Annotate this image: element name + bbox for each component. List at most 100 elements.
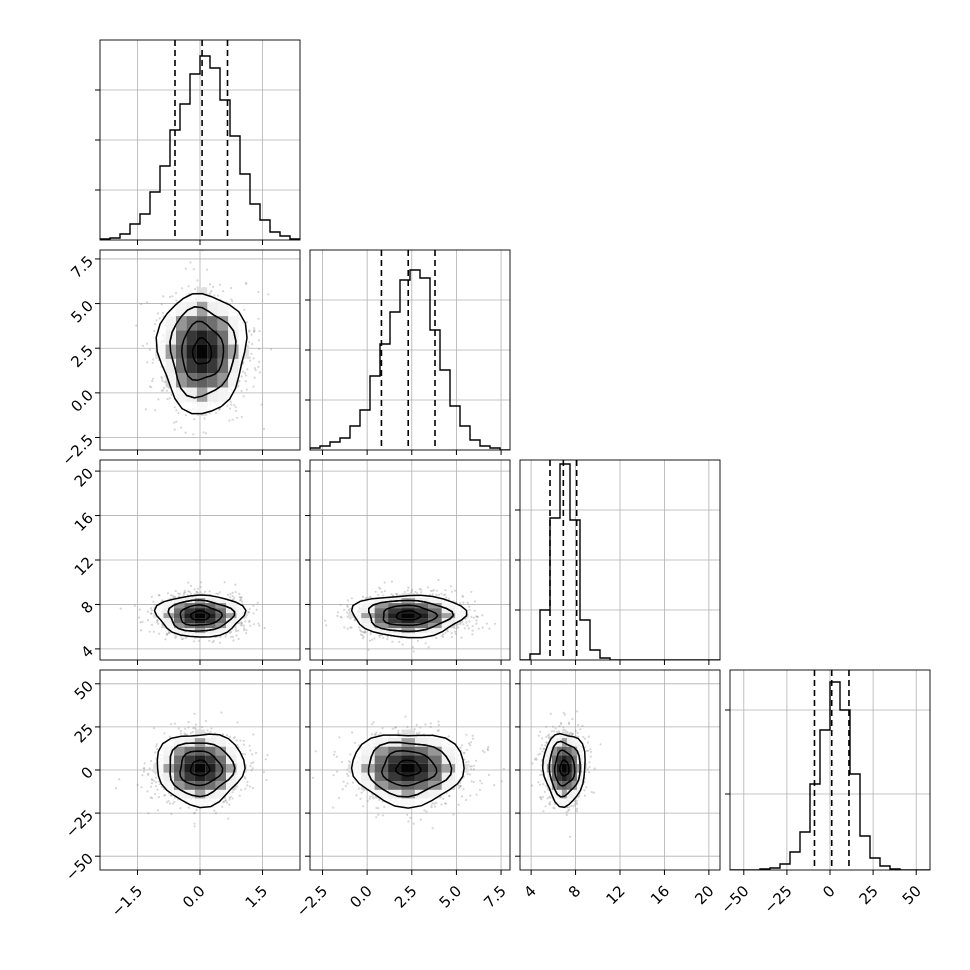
scatter-point [174, 636, 177, 639]
scatter-point [253, 327, 256, 330]
scatter-point [214, 812, 218, 815]
scatter-point [378, 635, 381, 638]
scatter-point [386, 638, 389, 641]
histogram-step [730, 681, 930, 870]
scatter-point [257, 622, 260, 625]
scatter-point [346, 604, 349, 607]
density-core-cell [205, 608, 216, 614]
scatter-point [161, 377, 164, 380]
scatter-point [168, 735, 171, 738]
x-tick-label: −50 [717, 882, 752, 917]
scatter-point [183, 589, 186, 593]
scatter-point [339, 603, 342, 606]
scatter-point [468, 605, 471, 608]
scatter-point [253, 376, 256, 379]
scatter-point [435, 589, 438, 592]
scatter-point [346, 627, 349, 630]
scatter-point [168, 397, 171, 400]
scatter-point [189, 584, 193, 588]
scatter-point [208, 412, 211, 415]
density-core-cell [207, 330, 218, 345]
scatter-point [184, 591, 187, 594]
scatter-point [161, 599, 164, 602]
scatter-point [244, 777, 247, 780]
scatter-point [192, 433, 195, 436]
scatter-point [465, 621, 468, 624]
scatter-point [253, 367, 257, 370]
scatter-point [343, 626, 346, 629]
scatter-point [199, 585, 202, 589]
scatter-point [202, 431, 205, 434]
density-core-cell [374, 608, 389, 614]
scatter-point [233, 404, 236, 407]
scatter-point [231, 595, 234, 598]
density-core-cell [374, 613, 389, 619]
scatter-point [435, 593, 438, 597]
density-core-cell [388, 608, 402, 614]
scatter-point [252, 357, 255, 360]
scatter-point [243, 627, 246, 630]
scatter-point [459, 602, 462, 605]
scatter-point [150, 778, 153, 781]
scatter-point [139, 621, 142, 624]
scatter-point [219, 635, 222, 639]
scatter-point [210, 289, 213, 292]
scatter-point [361, 595, 365, 599]
scatter-point [151, 797, 154, 800]
scatter-point [136, 783, 139, 787]
scatter-point [181, 454, 183, 456]
scatter-point [234, 409, 237, 413]
scatter-point [156, 312, 160, 315]
scatter-point [133, 604, 136, 607]
scatter-point [152, 630, 155, 633]
scatter-point [349, 607, 352, 611]
scatter-point [248, 608, 251, 611]
scatter-point [146, 361, 149, 364]
scatter-point [216, 294, 220, 297]
scatter-point [379, 587, 382, 590]
scatter-point [146, 301, 149, 304]
scatter-point [203, 590, 207, 593]
scatter-point [240, 622, 243, 625]
scatter-point [418, 587, 421, 591]
scatter-point [257, 339, 260, 342]
scatter-point [196, 590, 199, 593]
scatter-point [220, 711, 223, 714]
scatter-point [245, 632, 248, 635]
scatter-point [359, 633, 362, 636]
scatter-point [258, 347, 261, 350]
scatter-point [153, 603, 156, 606]
scatter-point [461, 595, 465, 598]
scatter-point [454, 632, 457, 636]
scatter-point [252, 623, 255, 626]
density-core-cell [414, 603, 429, 609]
scatter-point [460, 636, 463, 639]
scatter-point [212, 639, 215, 643]
scatter-point [198, 639, 201, 643]
scatter-point [248, 619, 251, 622]
scatter-point [188, 590, 191, 593]
density-core-cell [174, 623, 185, 629]
scatter-point [493, 622, 496, 625]
panel-content [114, 711, 269, 828]
scatter-point [199, 591, 202, 594]
scatter-point [449, 585, 452, 588]
scatter-point [462, 601, 465, 604]
scatter-point [153, 329, 156, 333]
scatter-point [193, 726, 196, 729]
scatter-point [199, 581, 202, 584]
scatter-point [162, 386, 165, 390]
scatter-point [235, 630, 238, 633]
panel-content [520, 460, 720, 660]
density-core-cell [163, 613, 174, 619]
scatter-point [156, 621, 159, 624]
scatter-point [232, 598, 235, 601]
scatter-point [229, 286, 233, 290]
scatter-point [141, 344, 144, 347]
scatter-point [230, 630, 233, 633]
scatter-point [471, 633, 474, 636]
density-core-cell [361, 613, 375, 619]
scatter-point [475, 622, 478, 625]
density-core-cell [205, 618, 216, 624]
scatter-point [368, 639, 372, 642]
